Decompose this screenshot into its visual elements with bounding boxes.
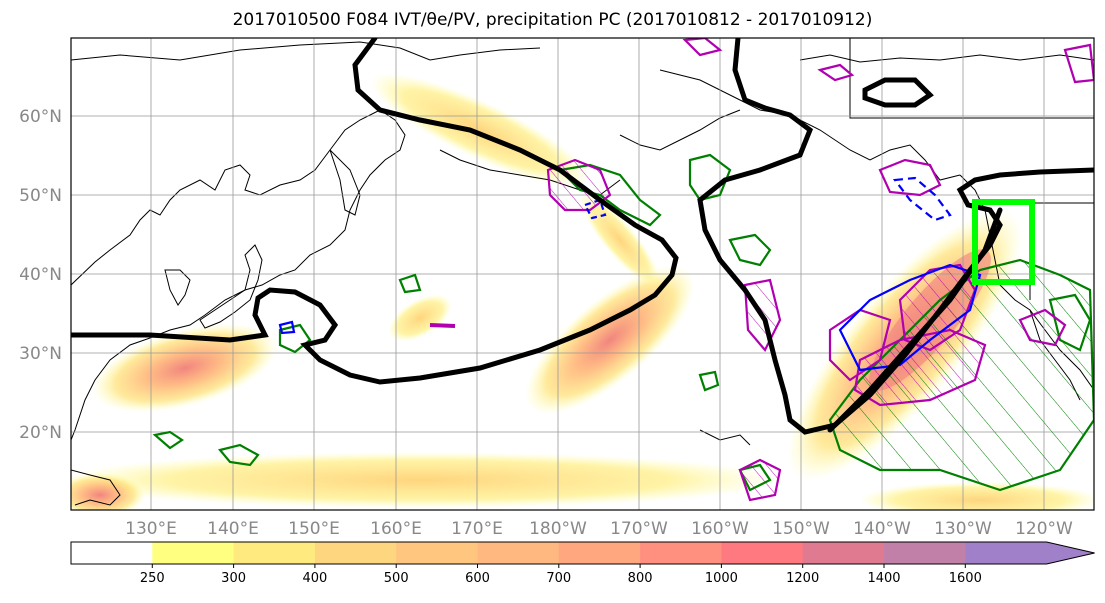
- coast-asia: [71, 109, 406, 441]
- lon-label-120w: 120°W: [1015, 519, 1073, 539]
- ivt-tropical-band: [71, 452, 780, 508]
- lon-label-130w: 130°W: [934, 519, 992, 539]
- colorbar-tick-label: 300: [221, 571, 246, 586]
- pv-negative-bering: [583, 198, 607, 220]
- ivt-plume-west-pacific: [92, 323, 278, 413]
- precip-area-sw-band: [218, 443, 260, 467]
- theta-e-east-contour: [697, 38, 1094, 435]
- ivt-plume-small: [388, 294, 452, 342]
- theta-e-loop-canada: [862, 77, 934, 108]
- colorbar-segment: [314, 542, 397, 564]
- map-layers: [71, 38, 1094, 510]
- pv-positive-tropics: [738, 458, 782, 502]
- colorbar-segment: [965, 542, 1095, 564]
- theta-e-contour: [71, 38, 1094, 435]
- ivt-plume-central-pacific: [525, 265, 695, 415]
- coast-korea: [164, 269, 191, 306]
- precip-area-sw-band-2: [152, 430, 184, 450]
- lat-label-50: 50°N: [19, 186, 62, 206]
- lon-label-160w: 160°W: [691, 519, 749, 539]
- colorbar-tick-label: 1000: [705, 571, 738, 586]
- lat-label-60: 60°N: [19, 107, 62, 127]
- coast-philippines: [699, 429, 751, 446]
- coast-alaska: [659, 69, 961, 181]
- pv-positive-top-east: [1063, 43, 1094, 84]
- colorbar-tick-label: 1200: [786, 571, 819, 586]
- coast-kamchatka: [329, 149, 361, 216]
- longitude-labels: 130°E 140°E 150°E 160°E 170°E 180°W 170°…: [125, 519, 1073, 539]
- precip-area-hawaii: [698, 370, 720, 392]
- target-region-box: [972, 199, 1035, 285]
- lon-label-130e: 130°E: [125, 519, 177, 539]
- colorbar-tick-label: 700: [546, 571, 571, 586]
- map-frame: [70, 37, 1095, 511]
- colorbar-tick-label: 1400: [867, 571, 900, 586]
- precip-area-gulf: [688, 153, 732, 202]
- colorbar-segment-below: [71, 542, 153, 564]
- pv-positive-gulf: [878, 158, 942, 197]
- figure-title: 2017010500 F084 IVT/θe/PV, precipitation…: [232, 10, 873, 30]
- coast-japan: [199, 244, 263, 329]
- lat-label-30: 30°N: [19, 344, 62, 364]
- lon-label-170w: 170°W: [610, 519, 668, 539]
- coast-siberia-top: [71, 41, 541, 61]
- colorbar-segment: [721, 542, 804, 564]
- colorbar-segment: [558, 542, 641, 564]
- colorbar-segment: [152, 542, 235, 564]
- colorbar-tick-label: 800: [628, 571, 653, 586]
- lon-label-170e: 170°E: [451, 519, 503, 539]
- precip-area-coast-small: [728, 233, 772, 267]
- ivt-colorbar: 250 300 400 500 600 700 800 1000 1200 1400 1600: [70, 541, 1095, 586]
- colorbar-segment: [640, 542, 722, 564]
- ivt-tropical-sw: [71, 473, 145, 510]
- pv-positive-top: [682, 38, 723, 57]
- theta-e-main-contour: [71, 38, 679, 385]
- colorbar-outline: [70, 541, 1095, 565]
- border-box-canada: [849, 38, 1094, 119]
- pv-negative-central: [429, 323, 456, 328]
- pv-positive-east-inland: [1018, 308, 1067, 347]
- colorbar-segment: [802, 542, 885, 564]
- colorbar-segment: [884, 542, 966, 564]
- lon-label-140w: 140°W: [853, 519, 911, 539]
- lon-label-160e: 160°E: [370, 519, 422, 539]
- colorbar-tick-label: 400: [302, 571, 327, 586]
- lon-label-150e: 150°E: [288, 519, 340, 539]
- precip-area-east-inland: [1048, 293, 1092, 352]
- colorbar-tick-label: 600: [465, 571, 490, 586]
- coast-canada-north: [799, 54, 1094, 63]
- lon-label-140e: 140°E: [207, 519, 259, 539]
- precip-area-central: [398, 273, 422, 294]
- lon-label-180w: 180°W: [529, 519, 587, 539]
- colorbar-segment: [477, 542, 560, 564]
- ivt-plume-mid-north: [579, 192, 661, 288]
- ivt-tropical-band-east: [860, 482, 1094, 510]
- colorbar-segment: [233, 542, 316, 564]
- pv-negative-gulf: [892, 176, 952, 222]
- theta-e-ar-axis: [827, 207, 1003, 433]
- pv-positive-top-2: [817, 63, 855, 82]
- coast-se-asia: [71, 469, 121, 506]
- colorbar-segment: [396, 542, 478, 564]
- colorbar-tick-label: 250: [140, 571, 165, 586]
- lat-label-40: 40°N: [19, 265, 62, 285]
- colorbar-tick-label: 1600: [949, 571, 982, 586]
- pv-negative-ar: [838, 263, 982, 372]
- colorbar-tick-label: 500: [384, 571, 409, 586]
- lat-label-20: 20°N: [19, 423, 62, 443]
- lon-label-150w: 150°W: [772, 519, 830, 539]
- latitude-labels: 60°N 50°N 40°N 30°N 20°N: [19, 107, 62, 443]
- pv-negative-japan: [278, 320, 296, 335]
